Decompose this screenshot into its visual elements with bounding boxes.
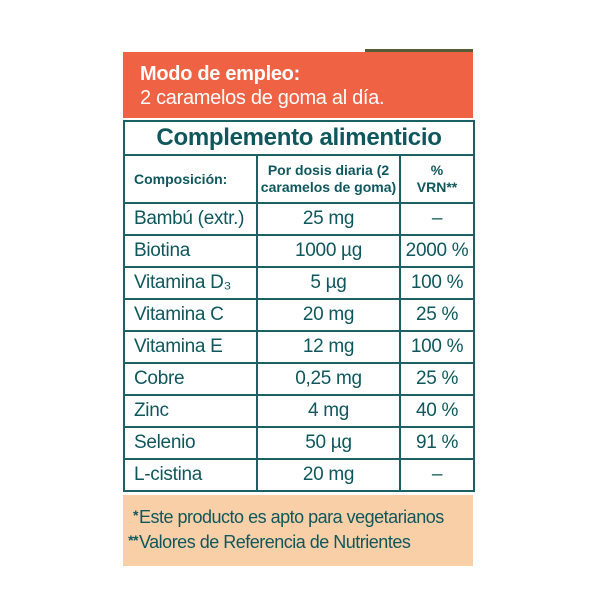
footnote-text: Valores de Referencia de Nutrientes	[139, 532, 411, 552]
footnote-text: Este producto es apto para vegetarianos	[139, 507, 444, 527]
table-body: Bambú (extr.) 25 mg – Biotina 1000 µg 2000 % V…	[123, 202, 475, 492]
table-row: Selenio 50 µg 91 %	[123, 426, 475, 460]
table-title-row: Complemento alimenticio	[123, 120, 475, 156]
nutrient-name-cell: Biotina	[123, 234, 258, 268]
footnotes-block: * Este producto es apto para vegetariano…	[123, 495, 473, 566]
vrn-cell: 2000 %	[399, 234, 475, 268]
vrn-cell: 25 %	[399, 298, 475, 332]
dose-cell: 0,25 mg	[256, 362, 401, 396]
nutrient-name-cell: L-cistina	[123, 458, 258, 492]
vrn-header-percent: %	[430, 162, 444, 178]
vrn-cell: –	[399, 202, 475, 236]
vrn-cell: –	[399, 458, 475, 492]
table-row: Vitamina E 12 mg 100 %	[123, 330, 475, 364]
table-row: L-cistina 20 mg –	[123, 458, 475, 492]
nutrient-name-cell: Zinc	[123, 394, 258, 428]
nutrient-name-cell: Bambú (extr.)	[123, 202, 258, 236]
table-row: Biotina 1000 µg 2000 %	[123, 234, 475, 268]
supplement-facts-table: Complemento alimenticio Composición: Por…	[123, 120, 475, 492]
table-row: Vitamina C 20 mg 25 %	[123, 298, 475, 332]
usage-title: Modo de empleo:	[140, 63, 300, 85]
vrn-cell: 91 %	[399, 426, 475, 460]
dose-cell: 1000 µg	[256, 234, 401, 268]
nutrient-name-cell: Cobre	[123, 362, 258, 396]
dose-cell: 12 mg	[256, 330, 401, 364]
dose-cell: 20 mg	[256, 458, 401, 492]
nutrient-name-cell: Vitamina E	[123, 330, 258, 364]
table-row: Cobre 0,25 mg 25 %	[123, 362, 475, 396]
vrn-cell: 25 %	[399, 362, 475, 396]
vrn-header-label: VRN**	[416, 179, 458, 195]
dose-cell: 50 µg	[256, 426, 401, 460]
label-panel: Modo de empleo: 2 caramelos de goma al d…	[123, 49, 475, 566]
dose-cell: 20 mg	[256, 298, 401, 332]
dose-cell: 4 mg	[256, 394, 401, 428]
table-row: Vitamina D₃ 5 µg 100 %	[123, 266, 475, 300]
table-row: Bambú (extr.) 25 mg –	[123, 202, 475, 236]
column-header-composition: Composición:	[123, 154, 258, 204]
nutrient-name-cell: Vitamina D₃	[123, 266, 258, 300]
footnote-marker: **	[128, 532, 138, 548]
table-title: Complemento alimenticio	[123, 120, 475, 156]
vrn-cell: 100 %	[399, 266, 475, 300]
table-row: Zinc 4 mg 40 %	[123, 394, 475, 428]
package-edge-line	[365, 49, 473, 52]
nutrient-name-cell: Vitamina C	[123, 298, 258, 332]
table-header-row: Composición: Por dosis diaria (2 caramel…	[123, 154, 475, 204]
dose-cell: 25 mg	[256, 202, 401, 236]
column-header-vrn: % VRN**	[399, 154, 475, 204]
dose-cell: 5 µg	[256, 266, 401, 300]
column-header-dose: Por dosis diaria (2 caramelos de goma)	[256, 154, 401, 204]
footnote-vegetarian: * Este producto es apto para vegetariano…	[123, 505, 473, 530]
usage-instructions: 2 caramelos de goma al día.	[140, 87, 385, 109]
footnote-vrn: ** Valores de Referencia de Nutrientes	[123, 530, 473, 555]
footnote-marker: *	[133, 507, 138, 523]
vrn-cell: 40 %	[399, 394, 475, 428]
nutrient-name-cell: Selenio	[123, 426, 258, 460]
usage-banner: Modo de empleo: 2 caramelos de goma al d…	[123, 52, 473, 118]
vrn-cell: 100 %	[399, 330, 475, 364]
